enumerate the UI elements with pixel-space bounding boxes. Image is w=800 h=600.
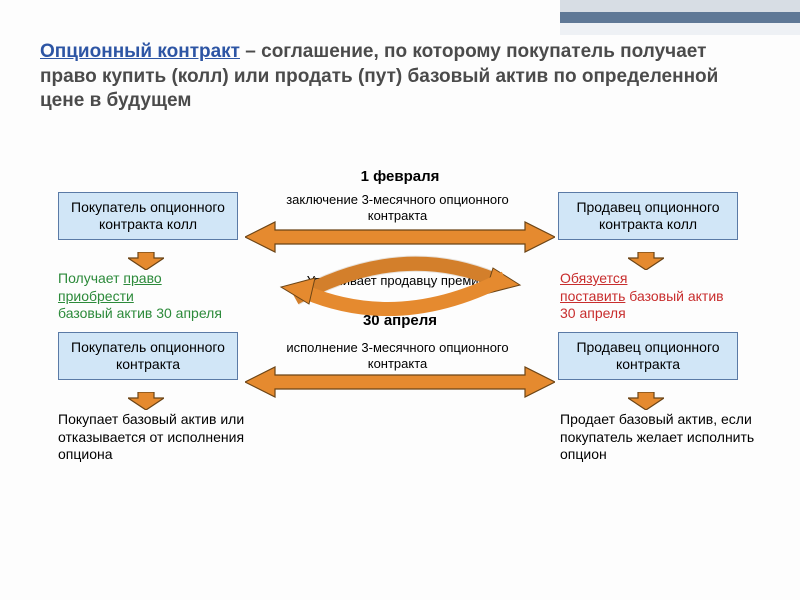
box-buyer: Покупатель опционного контракта: [58, 332, 238, 380]
corner-decoration: [560, 0, 800, 35]
arrow-bottom-double: [245, 365, 555, 399]
arrow-down-br: [628, 392, 664, 410]
curved-arrows: [275, 250, 525, 325]
box-seller-call: Продавец опционного контракта колл: [558, 192, 738, 240]
note-top-right: Обязуется поставить базовый актив 30 апр…: [560, 270, 740, 323]
note-bottom-right: Продает базовый актив, если покупатель ж…: [560, 411, 760, 464]
box-buyer-call: Покупатель опционного контракта колл: [58, 192, 238, 240]
definition-title: Опционный контракт – соглашение, по кото…: [40, 40, 750, 114]
center-text-1: заключение 3-месячного опционного контра…: [285, 192, 510, 223]
note-top-left: Получает право приобрести базовый актив …: [58, 270, 238, 323]
box-seller: Продавец опционного контракта: [558, 332, 738, 380]
date-top: 1 февраля: [300, 168, 500, 185]
term: Опционный контракт: [40, 41, 240, 62]
arrow-down-bl: [128, 392, 164, 410]
note-bottom-left: Покупает базовый актив или отказывается …: [58, 411, 268, 464]
arrow-top-double: [245, 220, 555, 254]
arrow-down-tr: [628, 252, 664, 270]
arrow-down-tl: [128, 252, 164, 270]
